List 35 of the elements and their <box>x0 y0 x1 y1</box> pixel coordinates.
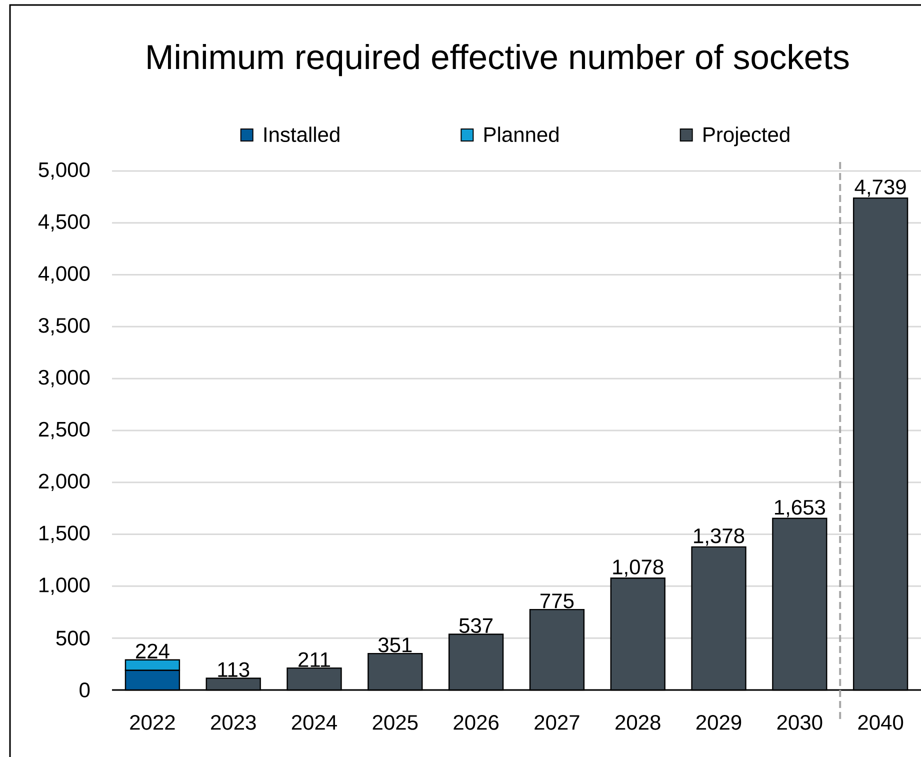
x-tick-label: 2027 <box>534 715 580 730</box>
x-tick-label: 2030 <box>777 715 822 730</box>
data-label: 775 <box>540 594 574 608</box>
x-tick-label: 2025 <box>372 715 418 730</box>
x-tick-label: 2040 <box>858 715 904 730</box>
legend-label: Installed <box>264 126 340 142</box>
x-tick-label: 2024 <box>292 715 337 730</box>
x-tick-label: 2022 <box>130 715 175 730</box>
y-tick-label: 5,000 <box>38 162 90 180</box>
legend-label: Planned <box>484 126 558 142</box>
data-label: 1,653 <box>774 500 826 518</box>
x-tick-label: 2026 <box>454 715 498 730</box>
y-tick-label: 3,500 <box>38 318 90 336</box>
y-tick-label: 1,500 <box>40 526 90 543</box>
data-label: 537 <box>459 618 493 634</box>
data-label: 1,078 <box>613 560 664 577</box>
data-label: 4,739 <box>854 180 906 197</box>
chart-title: Minimum required effective number of sockets <box>148 44 849 76</box>
y-tick-label: 1,000 <box>40 578 90 595</box>
y-tick-label: 4,000 <box>38 266 90 284</box>
data-label: 211 <box>298 652 330 667</box>
y-tick-label: 2,000 <box>38 474 90 492</box>
x-tick-label: 2029 <box>696 715 742 730</box>
data-label: 113 <box>218 662 250 678</box>
y-tick-label: 2,500 <box>38 422 90 440</box>
x-tick-label: 2023 <box>211 715 256 730</box>
legend-label: Projected <box>704 126 790 146</box>
data-label: 1,378 <box>694 528 744 546</box>
y-tick-label: 0 <box>80 682 90 698</box>
y-tick-label: 3,000 <box>38 370 90 388</box>
annotation: 224 <box>136 644 170 658</box>
data-label: 351 <box>378 637 412 652</box>
x-tick-label: 2028 <box>616 715 660 730</box>
y-tick-label: 4,500 <box>38 214 90 232</box>
y-tick-label: 500 <box>56 630 90 646</box>
